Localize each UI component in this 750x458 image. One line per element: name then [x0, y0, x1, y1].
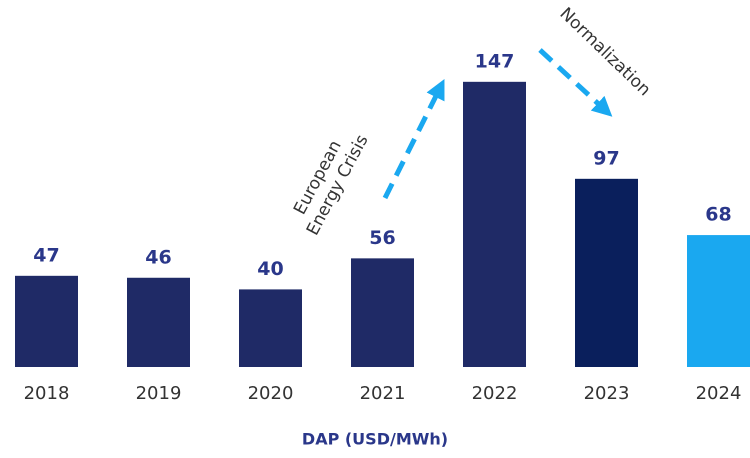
x-tick-label: 2019 — [136, 383, 182, 404]
value-label: 68 — [705, 204, 731, 226]
x-tick-label: 2023 — [584, 383, 630, 404]
value-label: 46 — [145, 246, 171, 268]
x-tick-label: 2020 — [248, 383, 294, 404]
bar — [239, 289, 302, 367]
value-label: 40 — [257, 258, 283, 280]
value-label: 97 — [593, 147, 619, 169]
bar — [575, 178, 638, 367]
bar — [15, 275, 78, 367]
x-tick-label: 2018 — [24, 383, 70, 404]
bar — [687, 235, 750, 367]
bar — [127, 277, 190, 367]
x-tick-label: 2024 — [696, 383, 742, 404]
bar — [463, 81, 526, 367]
x-axis-label: DAP (USD/MWh) — [302, 430, 448, 449]
x-tick-label: 2022 — [472, 383, 518, 404]
annotation: Normalization — [556, 4, 655, 100]
value-label: 47 — [33, 244, 59, 266]
x-tick-label: 2021 — [360, 383, 406, 404]
value-label: 56 — [369, 227, 395, 249]
bar — [351, 258, 414, 367]
arrow-down — [538, 48, 613, 117]
arrow-up — [382, 79, 445, 200]
annotation: European Energy Crisis — [284, 122, 372, 239]
value-label: 147 — [475, 50, 515, 72]
